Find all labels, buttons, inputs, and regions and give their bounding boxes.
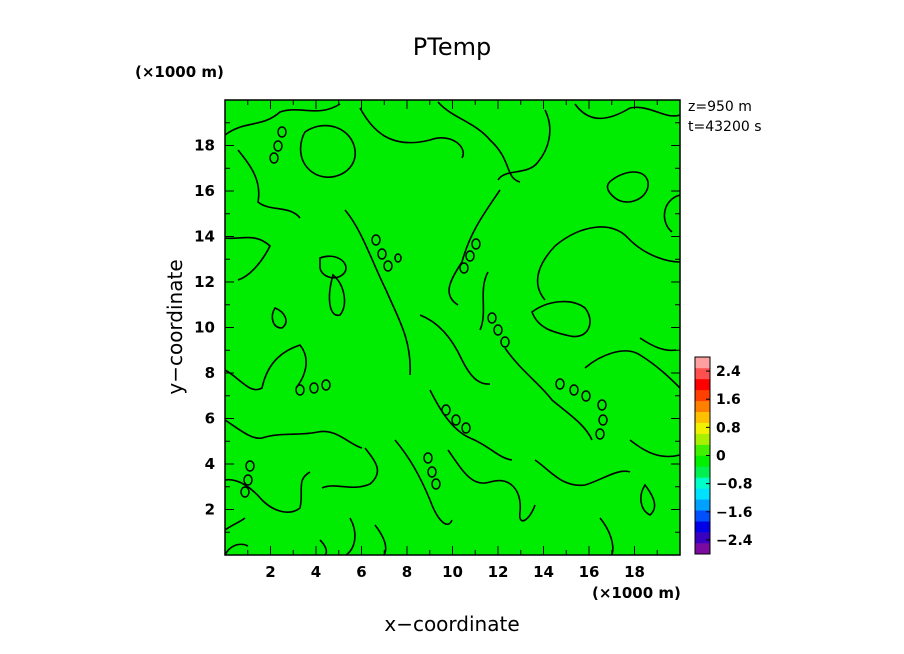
colorbar-swatch [695, 367, 710, 380]
annotation-z: z=950 m [688, 99, 752, 115]
y-tick-label: 18 [194, 137, 215, 155]
colorbar-swatch [695, 422, 710, 434]
x-unit-label: (×1000 m) [592, 584, 681, 602]
y-axis-label: y−coordinate [163, 259, 187, 394]
y-tick-label: 16 [194, 182, 215, 200]
x-tick-label: 8 [402, 563, 412, 581]
colorbar-swatch [695, 411, 710, 423]
x-axis-label: x−coordinate [384, 612, 519, 636]
colorbar-swatch [695, 378, 710, 391]
chart-title: PTemp [413, 33, 491, 61]
colorbar-tick-label: 0.8 [716, 420, 741, 436]
colorbar-swatch [695, 455, 710, 467]
y-tick-label: 12 [194, 273, 215, 291]
colorbar-swatch [695, 444, 710, 456]
y-tick-label: 2 [205, 501, 215, 519]
y-tick-label: 4 [205, 455, 215, 473]
colorbar: 2.4 1.6 0.8 0 −0.8 −1.6 −2.4 [694, 356, 753, 555]
annotation-t: t=43200 s [688, 119, 762, 135]
x-tick-label: 16 [579, 563, 600, 581]
x-tick-label: 14 [533, 563, 554, 581]
colorbar-swatch [695, 532, 710, 544]
colorbar-tick-label: 0 [716, 449, 726, 465]
y-tick-label: 6 [205, 410, 215, 428]
x-tick-label: 10 [442, 563, 463, 581]
x-tick-label: 12 [488, 563, 509, 581]
contour-zero-labels [240, 126, 608, 498]
x-tick-label: 4 [311, 563, 321, 581]
colorbar-swatch [695, 521, 710, 533]
colorbar-swatch [695, 543, 710, 555]
y-unit-label: (×1000 m) [135, 63, 224, 81]
x-tick-label: 2 [265, 563, 275, 581]
colorbar-tick-label: 1.6 [716, 392, 741, 408]
colorbar-swatch [695, 499, 710, 511]
colorbar-swatch [695, 357, 710, 369]
y-tick-label: 14 [194, 228, 215, 246]
colorbar-swatch [695, 400, 710, 413]
x-tick-label: 18 [624, 563, 645, 581]
colorbar-swatch [695, 389, 710, 402]
colorbar-tick-label: −0.8 [716, 477, 753, 493]
y-tick-label: 8 [205, 364, 215, 382]
x-tick-label: 6 [356, 563, 366, 581]
colorbar-tick-label: −2.4 [716, 533, 753, 549]
colorbar-swatch [695, 433, 710, 445]
plot-field [224, 99, 681, 556]
colorbar-tick-label: 2.4 [716, 364, 741, 380]
colorbar-swatch [695, 477, 710, 489]
contour-lines [224, 101, 681, 556]
colorbar-swatch [695, 510, 710, 522]
axes: 2 4 6 8 10 12 14 16 18 2 4 6 8 10 12 14 16 18 [194, 100, 680, 581]
colorbar-tick-label: −1.6 [716, 505, 753, 521]
y-tick-label: 10 [194, 319, 215, 337]
colorbar-swatch [695, 466, 710, 478]
colorbar-swatch [695, 488, 710, 500]
